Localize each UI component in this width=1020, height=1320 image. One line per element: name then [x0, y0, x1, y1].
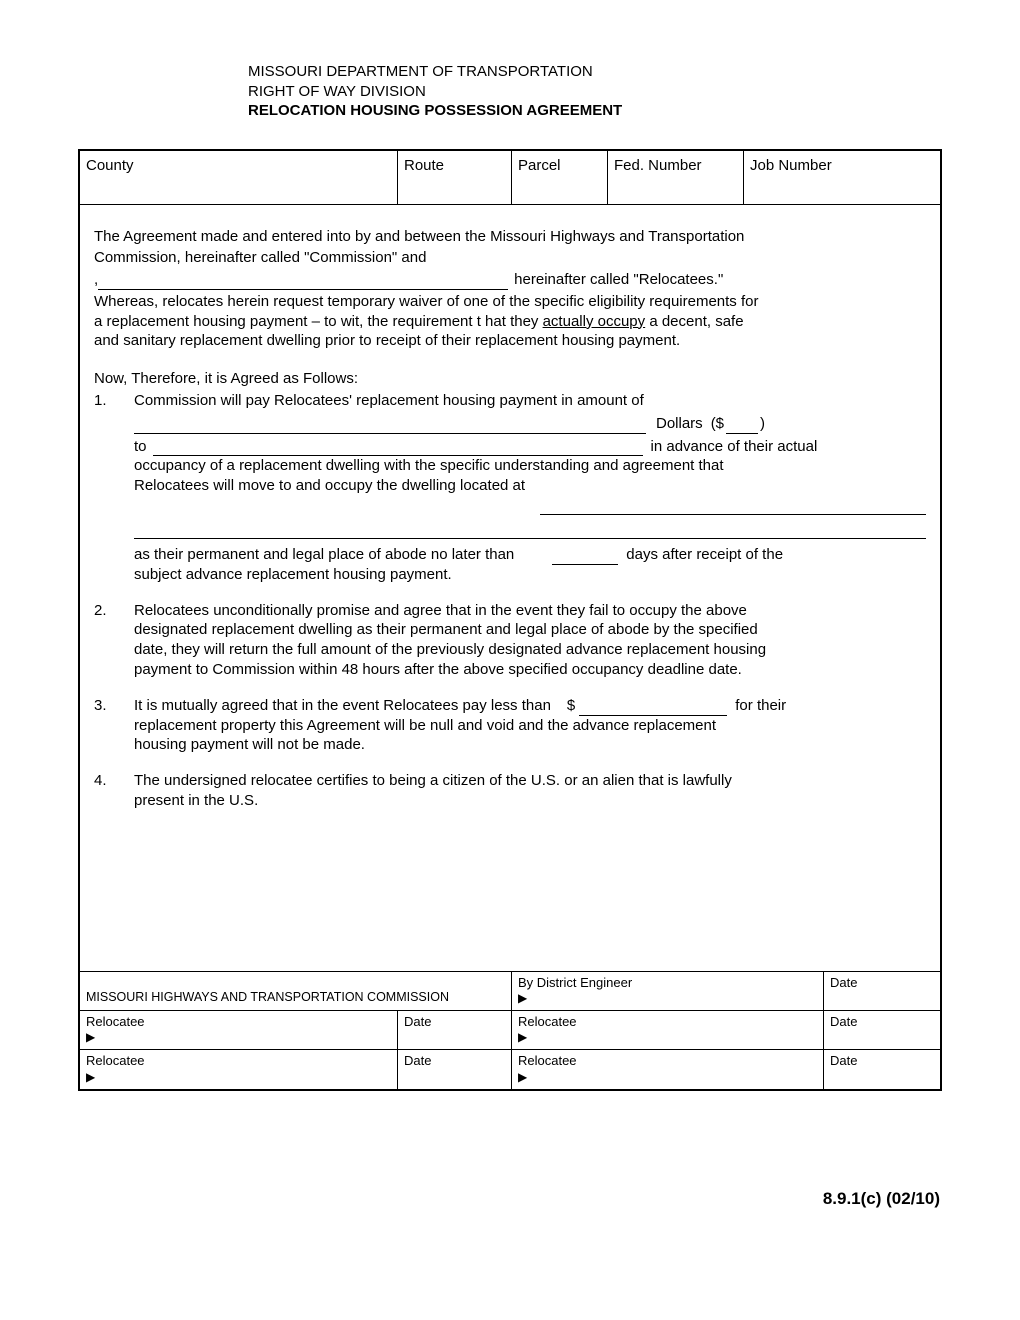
relocatee-2-label: Relocatee	[518, 1014, 817, 1030]
item1-line1: Commission will pay Relocatees' replacem…	[134, 391, 926, 411]
amount-words-row: Dollars ($ )	[134, 414, 926, 434]
sig-row-2: Relocatee ▶ Date Relocatee ▶ Date	[80, 1011, 940, 1050]
form-container: County Route Parcel Fed. Number Job Numb…	[78, 149, 942, 1091]
engineer-cell[interactable]: By District Engineer ▶	[512, 972, 824, 1010]
header-line-3: RELOCATION HOUSING POSSESSION AGREEMENT	[248, 101, 942, 121]
whereas-block: Whereas, relocates herein request tempor…	[94, 292, 926, 351]
item2-l4: payment to Commission within 48 hours af…	[134, 660, 926, 680]
item4-l2: present in the U.S.	[134, 791, 926, 811]
signature-spacer	[94, 815, 926, 963]
now-therefore: Now, Therefore, it is Agreed as Follows:	[94, 369, 926, 389]
to-row: to in advance of their actual	[134, 437, 926, 457]
item1-occ2: Relocatees will move to and occupy the d…	[134, 476, 525, 496]
relocatee-name-blank[interactable]	[98, 275, 508, 290]
item-1: 1. Commission will pay Relocatees' repla…	[94, 391, 926, 585]
relocatee-2-cell[interactable]: Relocatee ▶	[512, 1011, 824, 1049]
relocatee-1-date[interactable]: Date	[398, 1011, 512, 1049]
item2-l1: Relocatees unconditionally promise and a…	[134, 601, 926, 621]
item1-occ1: occupancy of a replacement dwelling with…	[134, 456, 926, 476]
item2-l2: designated replacement dwelling as their…	[134, 620, 926, 640]
numbered-list: 1. Commission will pay Relocatees' repla…	[94, 391, 926, 811]
days-post: days after receipt of the	[626, 545, 783, 565]
sig-row-3: Relocatee ▶ Date Relocatee ▶ Date	[80, 1050, 940, 1088]
relocatee-1-marker: ▶	[86, 1030, 391, 1045]
item-1-content: Commission will pay Relocatees' replacem…	[134, 391, 926, 585]
paren-close: )	[760, 414, 765, 434]
county-cell[interactable]: County	[80, 151, 398, 204]
relocatee-3-cell[interactable]: Relocatee ▶	[80, 1050, 398, 1088]
item-4-content: The undersigned relocatee certifies to b…	[134, 771, 926, 811]
relocatee-2-marker: ▶	[518, 1030, 817, 1045]
hereinafter-text: hereinafter called "Relocatees."	[514, 270, 723, 290]
item-2-content: Relocatees unconditionally promise and a…	[134, 601, 926, 680]
amount-words-blank[interactable]	[134, 417, 646, 434]
item3-amount-blank[interactable]	[579, 699, 727, 716]
item-3-content: It is mutually agreed that in the event …	[134, 696, 926, 755]
amount-numeric-blank[interactable]	[726, 417, 758, 434]
item-3-number: 3.	[94, 696, 134, 755]
route-cell[interactable]: Route	[398, 151, 512, 204]
whereas-line-1: Whereas, relocates herein request tempor…	[94, 292, 926, 312]
item-4: 4. The undersigned relocatee certifies t…	[94, 771, 926, 811]
parcel-cell[interactable]: Parcel	[512, 151, 608, 204]
payee-blank[interactable]	[153, 440, 643, 457]
whereas-2a: a replacement housing payment – to wit, …	[94, 313, 543, 330]
item3-row: It is mutually agreed that in the event …	[134, 696, 926, 716]
item-2-number: 2.	[94, 601, 134, 680]
intro-p1a: The Agreement made and entered into by a…	[94, 227, 926, 247]
item3-dollar: $	[567, 696, 575, 716]
dollars-label: Dollars	[656, 414, 703, 434]
relocatee-4-cell[interactable]: Relocatee ▶	[512, 1050, 824, 1088]
header-line-1: MISSOURI DEPARTMENT OF TRANSPORTATION	[248, 62, 942, 82]
relocatee-1-cell[interactable]: Relocatee ▶	[80, 1011, 398, 1049]
item1-occ2-row: Relocatees will move to and occupy the d…	[134, 476, 926, 496]
sig-row-1: MISSOURI HIGHWAYS AND TRANSPORTATION COM…	[80, 972, 940, 1011]
relocatee-3-marker: ▶	[86, 1070, 391, 1085]
to-label: to	[134, 437, 147, 457]
whereas-line-2: a replacement housing payment – to wit, …	[94, 312, 926, 332]
item4-l1: The undersigned relocatee certifies to b…	[134, 771, 926, 791]
item3-l2: replacement property this Agreement will…	[134, 716, 926, 736]
document-header: MISSOURI DEPARTMENT OF TRANSPORTATION RI…	[248, 62, 942, 121]
job-number-cell[interactable]: Job Number	[744, 151, 940, 204]
dwelling-blank-1[interactable]	[540, 498, 926, 515]
relocatee-3-date[interactable]: Date	[398, 1050, 512, 1088]
commission-cell: MISSOURI HIGHWAYS AND TRANSPORTATION COM…	[80, 972, 512, 1010]
item-3: 3. It is mutually agreed that in the eve…	[94, 696, 926, 755]
paren-open: ($	[711, 414, 724, 434]
item2-l3: date, they will return the full amount o…	[134, 640, 926, 660]
engineer-label: By District Engineer	[518, 975, 817, 991]
engineer-date-cell[interactable]: Date	[824, 972, 940, 1010]
agreement-body: The Agreement made and entered into by a…	[80, 205, 940, 971]
top-fields-row: County Route Parcel Fed. Number Job Numb…	[80, 151, 940, 205]
relocatee-name-row: , hereinafter called "Relocatees."	[94, 270, 926, 290]
item-2: 2. Relocatees unconditionally promise an…	[94, 601, 926, 680]
signature-table: MISSOURI HIGHWAYS AND TRANSPORTATION COM…	[80, 971, 940, 1089]
whereas-line-3: and sanitary replacement dwelling prior …	[94, 331, 926, 351]
item-1-number: 1.	[94, 391, 134, 585]
days-row: as their permanent and legal place of ab…	[134, 545, 926, 565]
days-pre: as their permanent and legal place of ab…	[134, 545, 514, 565]
intro-p1b: Commission, hereinafter called "Commissi…	[94, 248, 926, 268]
fed-number-cell[interactable]: Fed. Number	[608, 151, 744, 204]
relocatee-4-label: Relocatee	[518, 1053, 817, 1069]
relocatee-1-label: Relocatee	[86, 1014, 391, 1030]
dwelling-blank-2[interactable]	[134, 523, 926, 540]
relocatee-2-date[interactable]: Date	[824, 1011, 940, 1049]
advance-text: in advance of their actual	[651, 437, 818, 457]
header-line-2: RIGHT OF WAY DIVISION	[248, 82, 942, 102]
engineer-marker: ▶	[518, 991, 817, 1006]
days-blank[interactable]	[552, 548, 618, 565]
form-number-footer: 8.9.1(c) (02/10)	[78, 1189, 942, 1209]
item3-pre: It is mutually agreed that in the event …	[134, 696, 551, 716]
item3-l3: housing payment will not be made.	[134, 735, 926, 755]
relocatee-4-date[interactable]: Date	[824, 1050, 940, 1088]
whereas-2b: a decent, safe	[645, 313, 743, 330]
item-4-number: 4.	[94, 771, 134, 811]
relocatee-4-marker: ▶	[518, 1070, 817, 1085]
actually-occupy: actually occupy	[543, 313, 646, 330]
item3-post: for their	[735, 696, 786, 716]
item1-subject: subject advance replacement housing paym…	[134, 565, 926, 585]
relocatee-3-label: Relocatee	[86, 1053, 391, 1069]
